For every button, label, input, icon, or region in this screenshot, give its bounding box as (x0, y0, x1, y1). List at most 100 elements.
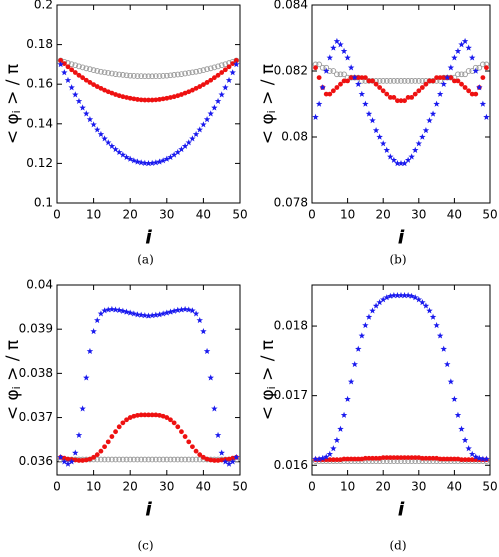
y-tick-label: 0.016 (274, 458, 308, 472)
star-point (123, 308, 130, 315)
star-point (330, 44, 337, 51)
star-point (362, 321, 369, 329)
point (466, 457, 472, 463)
y-tick-label: 0.037 (19, 410, 53, 424)
star-point (315, 455, 323, 462)
star-point (178, 306, 185, 313)
point (204, 80, 210, 85)
point (138, 97, 144, 103)
star-point (68, 84, 75, 91)
point (459, 81, 464, 87)
star-point (64, 76, 72, 83)
open-point (204, 66, 210, 73)
point (373, 455, 379, 461)
open-point (134, 456, 141, 463)
star-point (112, 306, 119, 313)
point (423, 455, 429, 461)
point (160, 96, 166, 102)
point (434, 455, 439, 461)
x-tick-label: 20 (376, 208, 391, 222)
star-point (225, 460, 233, 467)
x-tick-label: 0 (53, 480, 61, 494)
open-point (127, 456, 134, 463)
y-axis-label: < φi > / π (258, 64, 278, 144)
star-point (170, 307, 178, 314)
point (142, 97, 148, 103)
star-point (454, 47, 462, 54)
point (153, 412, 159, 418)
open-point (334, 71, 340, 78)
point (419, 455, 425, 461)
point (416, 455, 422, 461)
point (437, 75, 443, 80)
star-point (203, 347, 211, 355)
star-point (312, 113, 319, 120)
star-point (340, 411, 348, 418)
point (412, 91, 418, 97)
point (72, 70, 78, 75)
x-tick-label: 30 (411, 208, 426, 222)
open-point (200, 67, 207, 73)
y-label-part: > / π (258, 340, 278, 386)
star-point (112, 145, 119, 153)
open-point (415, 78, 422, 84)
point (405, 455, 411, 461)
plot-frame (56, 284, 241, 476)
point (327, 457, 333, 463)
star-point (323, 453, 330, 460)
y-label-part: i (10, 110, 23, 113)
open-point (68, 61, 75, 68)
x-tick-label: 10 (86, 208, 101, 222)
open-point (408, 78, 415, 84)
point (197, 452, 203, 458)
star-point (365, 110, 373, 117)
star-point (229, 69, 236, 76)
star-point (218, 91, 225, 98)
point (330, 88, 336, 94)
point (412, 455, 418, 461)
panel-caption: (a) (137, 253, 154, 267)
point (116, 424, 122, 430)
point (448, 456, 454, 462)
open-point (167, 456, 174, 463)
star-point (465, 445, 472, 452)
star-point (189, 307, 196, 314)
open-point (72, 62, 79, 69)
point (334, 85, 340, 90)
point (171, 420, 177, 426)
point (94, 84, 100, 89)
star-point (167, 308, 174, 315)
open-point (337, 71, 344, 78)
point (190, 444, 195, 450)
x-tick-label: 50 (232, 480, 247, 494)
point (226, 456, 232, 462)
point (434, 75, 439, 80)
point (182, 434, 188, 439)
star-point (415, 140, 423, 147)
star-point (397, 160, 405, 167)
star-point (126, 155, 134, 162)
star-point (333, 436, 341, 443)
open-point (160, 456, 166, 463)
open-point (387, 78, 394, 84)
open-point (171, 456, 177, 463)
point (83, 457, 89, 463)
x-axis-label: i (145, 499, 152, 521)
point (380, 455, 386, 461)
point (391, 455, 397, 461)
point (348, 75, 354, 80)
point (473, 91, 479, 97)
open-point (330, 68, 337, 74)
open-point (109, 70, 115, 77)
point (164, 415, 170, 420)
y-axis-label: < φi > / π (3, 64, 23, 144)
star-point (189, 135, 196, 142)
point (65, 456, 71, 462)
point (127, 415, 133, 420)
open-point (160, 73, 166, 79)
star-point (185, 306, 192, 313)
x-tick-label: 20 (123, 208, 138, 222)
point (395, 455, 400, 461)
